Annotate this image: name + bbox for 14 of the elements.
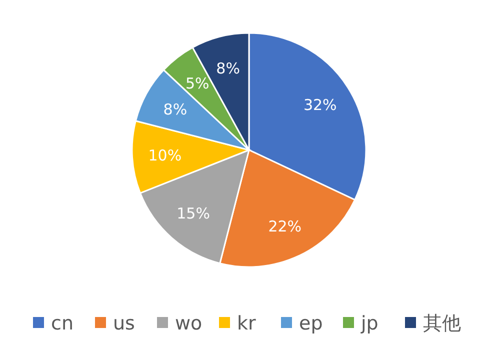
data-label: 15% — [176, 204, 210, 222]
data-label: 22% — [268, 217, 302, 236]
legend-label: cn — [51, 312, 74, 335]
legend-label: 其他 — [423, 312, 461, 335]
legend-label: kr — [237, 312, 256, 335]
legend-label: us — [113, 312, 135, 335]
data-label: 8% — [216, 60, 240, 78]
data-label: 5% — [185, 74, 210, 93]
data-label: 8% — [163, 100, 188, 119]
legend-label: jp — [360, 312, 378, 335]
legend-label: wo — [175, 312, 202, 335]
data-label: 10% — [148, 146, 182, 165]
data-label: 32% — [303, 96, 337, 114]
legend-label: ep — [299, 312, 323, 335]
